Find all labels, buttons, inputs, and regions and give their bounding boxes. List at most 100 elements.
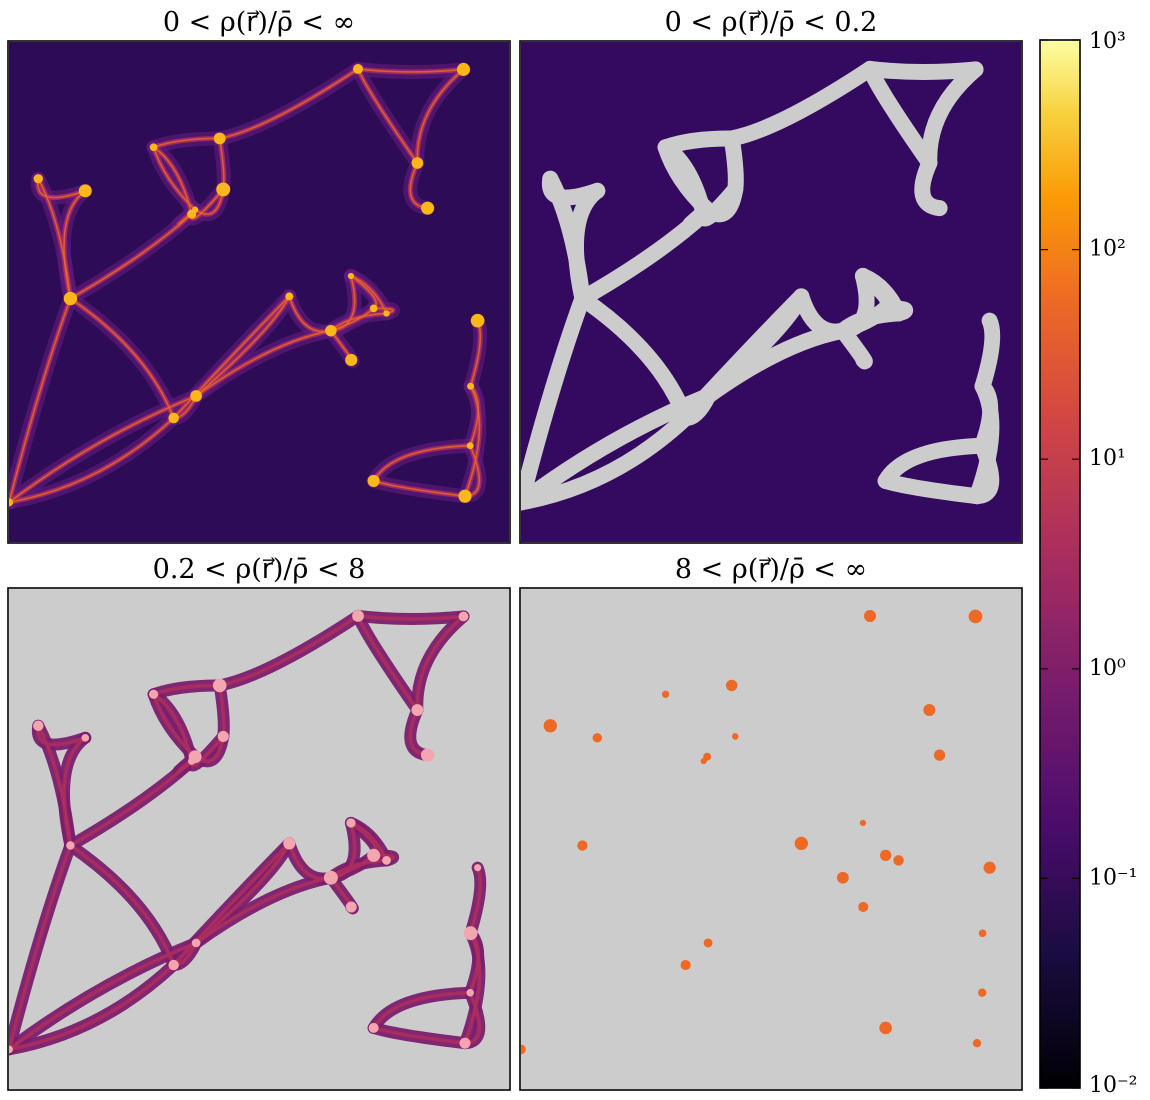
filament <box>729 66 873 141</box>
filament <box>469 867 481 934</box>
filament <box>860 273 901 316</box>
filament <box>580 296 688 421</box>
filament <box>868 66 932 166</box>
halo <box>212 678 227 693</box>
filament <box>357 615 465 620</box>
halo <box>382 856 391 865</box>
halo <box>33 720 44 731</box>
halo <box>187 209 197 219</box>
halo <box>794 836 808 851</box>
filament <box>172 295 291 419</box>
filament <box>974 384 994 499</box>
halo <box>149 143 158 152</box>
panel-title: 0 < ρ(r⃗)/ρ̄ < ∞ <box>163 7 355 38</box>
panel-frame <box>7 587 511 1091</box>
halo <box>347 272 355 280</box>
halo <box>285 292 294 301</box>
filament <box>521 393 711 505</box>
filament <box>521 296 585 505</box>
filament <box>9 417 175 504</box>
filament <box>9 297 72 504</box>
filament <box>683 294 804 421</box>
halo <box>978 929 987 938</box>
filament <box>152 137 221 149</box>
colorbar-tick-label: 10⁻¹ <box>1089 865 1137 890</box>
panel-title: 0 < ρ(r⃗)/ρ̄ < 0.2 <box>665 7 878 38</box>
filament <box>920 161 942 211</box>
filament <box>883 443 985 483</box>
colorbar <box>1039 39 1081 1089</box>
filament <box>69 844 175 966</box>
halo <box>836 871 849 884</box>
filament <box>464 385 481 497</box>
halo <box>859 819 867 827</box>
filament <box>69 297 175 419</box>
halo <box>879 1021 892 1035</box>
filament <box>883 306 908 316</box>
panel-frame <box>519 40 1023 544</box>
filament <box>729 136 738 192</box>
halo <box>731 733 739 740</box>
filament <box>9 964 175 1050</box>
filament <box>663 136 734 150</box>
halo <box>459 1037 471 1049</box>
halo <box>858 901 869 912</box>
filament <box>799 294 845 334</box>
filament <box>195 877 332 944</box>
filament <box>927 67 978 166</box>
filament <box>521 416 688 505</box>
halo <box>466 442 474 450</box>
halo <box>703 938 713 948</box>
halo <box>168 959 179 971</box>
filament <box>9 844 72 1050</box>
filament <box>840 273 869 333</box>
colorbar-tick-label: 10¹ <box>1089 446 1126 471</box>
halo <box>78 184 92 198</box>
halo <box>168 412 179 424</box>
filament <box>37 177 87 199</box>
panel-title: 0.2 < ρ(r⃗)/ρ̄ < 8 <box>153 554 366 585</box>
filament <box>416 615 465 711</box>
halo <box>972 1039 982 1048</box>
filament <box>153 684 221 695</box>
halo <box>470 313 485 328</box>
filament <box>840 328 867 364</box>
filament <box>547 176 600 200</box>
filament <box>974 443 994 499</box>
colorbar-tick-label: 10³ <box>1089 29 1126 54</box>
filament <box>63 190 87 300</box>
halo <box>463 926 478 941</box>
halo <box>353 63 364 74</box>
panel-image <box>9 42 509 542</box>
filament <box>63 737 86 847</box>
filament <box>152 146 193 215</box>
halo <box>345 901 357 913</box>
halo <box>148 689 159 699</box>
halo <box>33 174 43 184</box>
halo <box>978 988 987 997</box>
panel-image <box>521 589 1021 1089</box>
halo <box>474 864 482 872</box>
halo <box>466 988 474 997</box>
halo <box>661 690 670 698</box>
halo <box>458 611 469 622</box>
filament <box>218 68 359 140</box>
filament <box>69 760 193 847</box>
filament <box>464 932 481 1044</box>
halo <box>577 840 588 851</box>
halo <box>187 757 196 765</box>
filament <box>416 68 465 164</box>
filament <box>868 66 978 74</box>
filament <box>195 295 291 397</box>
filament <box>195 842 290 944</box>
halo <box>9 1045 13 1054</box>
filament <box>195 329 332 397</box>
halo <box>543 719 557 733</box>
filament <box>350 275 388 315</box>
filament <box>706 294 804 398</box>
halo <box>725 679 738 692</box>
filament <box>357 68 465 73</box>
halo <box>411 157 424 169</box>
filament <box>219 615 359 687</box>
